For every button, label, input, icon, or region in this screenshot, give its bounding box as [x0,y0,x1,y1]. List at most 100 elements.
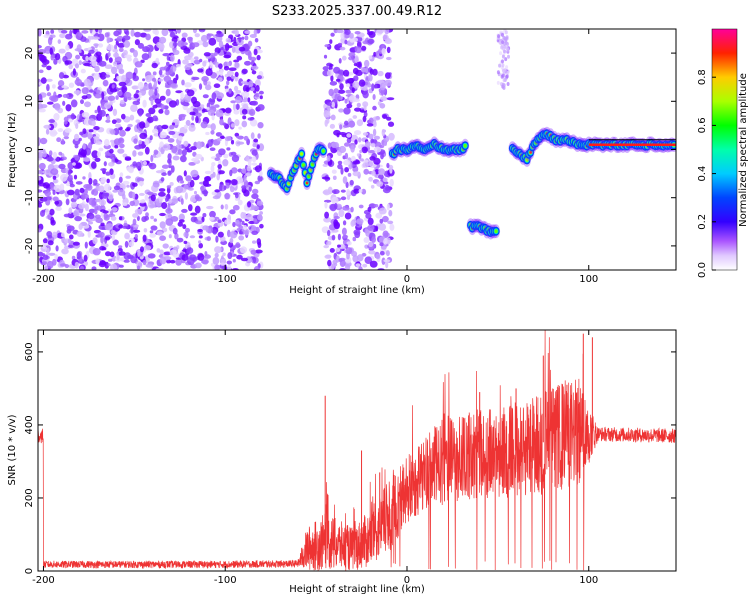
noise-blob [105,236,111,241]
noise-blob [187,187,194,191]
noise-blob [85,55,89,62]
noise-blob [70,113,75,120]
noise-blob [242,115,247,120]
noise-blob [370,184,375,189]
noise-blob [362,159,369,164]
noise-blob [185,175,192,182]
noise-blob [326,155,331,162]
noise-blob [49,208,55,216]
noise-blob [124,156,132,161]
noise-blob [257,122,264,129]
noise-blob [168,234,172,239]
noise-blob [183,240,188,244]
noise-blob [48,150,53,157]
noise-blob [368,250,376,255]
noise-blob [121,113,126,120]
noise-blob [171,198,178,205]
noise-blob [501,63,505,68]
noise-blob [94,208,98,215]
noise-blob [337,89,346,94]
noise-blob [224,85,229,90]
noise-blob [346,195,351,200]
noise-blob [187,257,195,266]
track-core [300,152,304,156]
noise-blob [217,164,222,169]
noise-blob [112,108,118,117]
noise-blob [58,72,65,79]
noise-blob [46,78,53,82]
noise-blob [223,153,229,159]
noise-blob [181,254,189,261]
noise-blob [202,41,209,48]
noise-blob [149,233,157,238]
noise-blob [381,257,386,265]
noise-blob [232,221,236,228]
noise-blob [247,160,252,167]
noise-blob [169,182,174,186]
noise-blob [362,263,368,268]
noise-blob [379,250,385,256]
noise-blob [358,266,363,270]
noise-blob [61,85,68,89]
noise-blob [349,179,354,186]
noise-blob [103,212,109,219]
noise-blob [324,199,332,203]
noise-blob [190,216,197,223]
noise-blob [57,80,65,87]
noise-blob [79,131,84,136]
noise-blob [55,245,59,252]
noise-blob [104,64,113,69]
noise-blob [230,139,235,145]
noise-blob [187,51,194,58]
noise-blob [232,258,236,263]
noise-blob [52,189,56,195]
noise-blob [124,54,132,59]
noise-blob [342,220,347,226]
noise-blob [249,119,258,127]
noise-blob [376,53,384,60]
noise-blob [218,40,224,48]
noise-blob [101,91,105,100]
noise-blob [155,170,164,174]
noise-blob [97,43,104,48]
noise-blob [207,139,213,147]
noise-blob [47,240,54,246]
noise-blob [335,29,344,34]
noise-blob [142,78,146,82]
noise-blob [121,85,128,93]
noise-blob [507,54,510,59]
noise-blob [38,93,43,101]
noise-blob [209,98,215,103]
noise-blob [214,61,220,68]
noise-blob [322,66,329,71]
noise-blob [168,100,177,108]
noise-blob [251,149,258,156]
noise-blob [235,219,240,225]
noise-blob [82,157,91,162]
noise-blob [373,146,382,153]
noise-blob [153,149,159,155]
noise-blob [93,73,100,80]
noise-blob [352,160,361,165]
noise-blob [102,79,109,87]
noise-blob [369,156,376,161]
noise-blob [496,80,500,85]
noise-blob [175,144,182,150]
noise-blob [250,249,257,255]
noise-blob [166,61,170,66]
noise-blob [113,52,119,58]
noise-blob [321,176,330,180]
noise-blob [139,199,146,204]
noise-blob [38,182,47,187]
track-core [287,181,291,186]
noise-blob [118,251,126,256]
noise-blob [368,159,374,167]
noise-blob [136,177,145,183]
y-tick-label: 10 [24,95,35,108]
noise-blob [375,253,381,260]
noise-blob [200,121,208,129]
track-core [310,162,315,167]
noise-blob [232,103,236,111]
noise-blob [389,223,395,231]
